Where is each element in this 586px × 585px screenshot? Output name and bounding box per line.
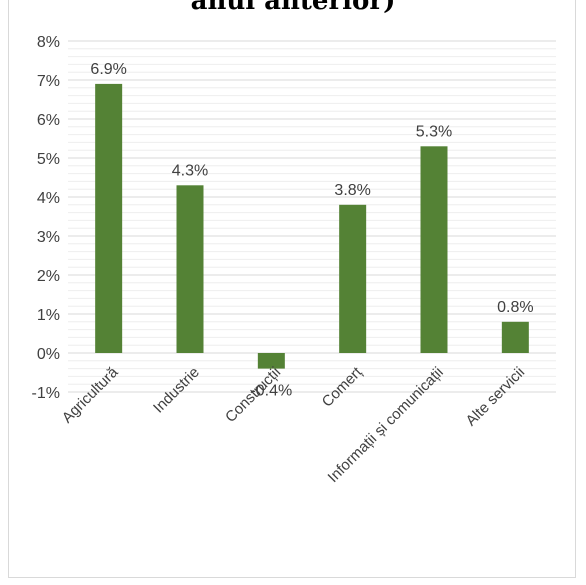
y-tick-label: 5%	[37, 151, 60, 168]
y-tick-label: 7%	[37, 73, 60, 90]
chart-title: anul anterior)	[190, 0, 396, 16]
data-label: 0.8%	[497, 299, 533, 316]
data-label: 4.3%	[172, 162, 208, 179]
y-tick-label: -1%	[32, 385, 60, 402]
category-label: Comerț	[319, 363, 366, 410]
y-tick-label: 8%	[37, 34, 60, 51]
bar	[501, 321, 529, 353]
bar	[95, 83, 123, 354]
y-tick-label: 6%	[37, 112, 60, 129]
data-label: -0.4%	[250, 383, 292, 400]
y-tick-label: 2%	[37, 268, 60, 285]
category-label: Alte servicii	[463, 364, 529, 430]
category-label: Industrie	[150, 364, 203, 417]
bar	[339, 204, 367, 353]
y-tick-label: 0%	[37, 346, 60, 363]
y-tick-label: 3%	[37, 229, 60, 246]
y-tick-label: 4%	[37, 190, 60, 207]
category-label: Agricultură	[59, 363, 122, 426]
data-label: 5.3%	[416, 123, 452, 140]
data-label: 3.8%	[334, 182, 370, 199]
y-tick-label: 1%	[37, 307, 60, 324]
data-label: 6.9%	[90, 61, 126, 78]
bar	[420, 146, 448, 353]
bar	[257, 353, 285, 369]
bar	[176, 185, 204, 353]
